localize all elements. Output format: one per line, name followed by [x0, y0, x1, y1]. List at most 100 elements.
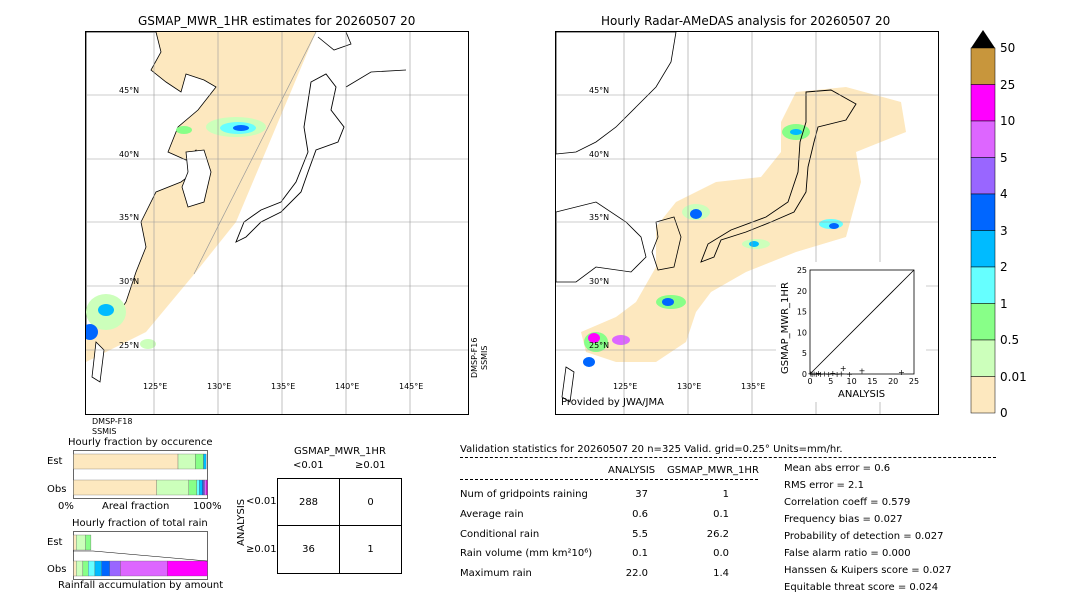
colorbar-swatch: [970, 266, 996, 304]
total-rain-bars: [73, 531, 208, 580]
colorbar-label: 0: [1000, 406, 1008, 420]
scatter-xlabel: ANALYSIS: [838, 389, 886, 400]
scatter-point: +: [811, 370, 818, 379]
scatter-ytick: 25: [797, 266, 807, 275]
validation-subdivider: [460, 479, 758, 480]
stat-label: Rain volume (mm km²10⁶): [460, 548, 593, 559]
left-map: [85, 31, 469, 415]
left-lat-label: 30°N: [119, 277, 140, 286]
occurrence-bars: [73, 450, 208, 499]
colorbar-swatch: [970, 47, 996, 85]
colorbar-label: 2: [1000, 260, 1008, 274]
rain-patch: [790, 129, 802, 135]
scatter-xtick: 0: [807, 377, 812, 386]
stat-gsmap-value: 0.0: [713, 548, 729, 559]
stat-label: Maximum rain: [460, 568, 532, 579]
colorbar-label: 50: [1000, 41, 1016, 55]
left-lat-label: 25°N: [119, 341, 140, 350]
bar-segment: [203, 479, 205, 496]
colorbar-swatches: [970, 30, 996, 414]
contingency-cell-b: 0: [339, 478, 402, 526]
bar-segment: [73, 560, 77, 577]
total-rain-row-est: Est: [47, 537, 63, 548]
validation-col-gsmap: GSMAP_MWR_1HR: [667, 465, 759, 476]
validation-divider: [460, 457, 996, 458]
contingency-row-ge: ≥0.01: [246, 544, 277, 555]
occurrence-tick-left: 0%: [58, 501, 74, 512]
stat-gsmap-value: 1: [722, 489, 729, 500]
kuril-coast: [345, 69, 407, 88]
scatter-point: +: [821, 370, 828, 379]
score-line: Hanssen & Kuipers score = 0.027: [784, 565, 952, 576]
scatter-point: +: [846, 370, 853, 379]
left-lon-label: 145°E: [399, 382, 424, 391]
taiwan-coast: [91, 341, 105, 383]
rain-patch: [583, 357, 595, 367]
sensor-label: SSMIS: [92, 427, 117, 436]
left-lon-label: 130°E: [207, 382, 232, 391]
scatter-point: +: [830, 369, 837, 378]
bar-segment: [85, 534, 92, 551]
sensor-label: DMSP-F18: [92, 417, 133, 426]
colorbar-label: 5: [1000, 150, 1008, 165]
validation-header: Validation statistics for 20260507 20 n=…: [460, 444, 843, 455]
japan-coast: [700, 89, 857, 263]
left-lat-label: 35°N: [119, 213, 140, 222]
stat-label: Conditional rain: [460, 529, 540, 540]
total-rain-xlabel: Rainfall accumulation by amount: [58, 580, 224, 591]
colorbar-swatch: [970, 303, 996, 341]
colorbar-label: 10: [1000, 114, 1016, 128]
bar-segment: [188, 479, 197, 496]
stat-analysis-value: 5.5: [632, 529, 648, 540]
colorbar-label: 0.5: [1000, 333, 1020, 347]
bar-segment: [203, 453, 207, 470]
bar-segment: [82, 560, 89, 577]
contingency-col-ge: ≥0.01: [355, 460, 386, 471]
occurrence-title: Hourly fraction by occurence: [68, 437, 213, 448]
scatter-point: +: [898, 368, 905, 377]
scatter-point: +: [807, 370, 814, 379]
korea-coast: [651, 216, 682, 271]
bar-segment: [73, 453, 179, 470]
occurrence-xlabel: Areal fraction: [102, 501, 170, 512]
rain-patch: [86, 324, 98, 340]
rain-patch: [829, 223, 839, 229]
rain-patch: [690, 209, 702, 219]
rain-patch: [233, 125, 249, 131]
right-map-title: Hourly Radar-AMeDAS analysis for 2026050…: [601, 14, 891, 28]
stat-label: Num of gridpoints raining: [460, 489, 588, 500]
score-line: Correlation coeff = 0.579: [784, 497, 911, 508]
taiwan-coast: [561, 366, 575, 403]
right-map: [555, 31, 939, 415]
left-map-grid: [86, 32, 468, 414]
scatter-ytick: 10: [797, 328, 807, 337]
bar-segment: [156, 479, 189, 496]
right-lat-label: 35°N: [589, 213, 610, 222]
score-line: Frequency bias = 0.027: [784, 514, 903, 525]
rain-patch: [749, 241, 759, 247]
colorbar-label: 3: [1000, 223, 1008, 238]
total-rain-row-obs: Obs: [47, 564, 67, 575]
stat-label: Average rain: [460, 509, 524, 520]
colorbar-swatch: [970, 193, 996, 231]
scatter-point: +: [859, 367, 866, 376]
provider-credit: Provided by JWA/JMA: [561, 397, 664, 408]
stat-analysis-value: 0.1: [632, 548, 648, 559]
right-lat-label: 45°N: [589, 86, 610, 95]
rain-patch: [588, 333, 600, 343]
stat-analysis-value: 22.0: [625, 568, 648, 579]
scatter-point: +: [813, 370, 820, 379]
left-map-canvas: [86, 32, 468, 414]
scatter-xtick: 25: [909, 377, 919, 386]
bar-segment: [88, 560, 96, 577]
right-lat-label: 40°N: [589, 150, 610, 159]
bar-segment: [76, 534, 86, 551]
left-map-title: GSMAP_MWR_1HR estimates for 20260507 20: [138, 14, 416, 28]
colorbar-swatch: [970, 339, 996, 377]
mainland-coast: [556, 32, 677, 155]
contingency-cell-d: 1: [339, 525, 402, 574]
stat-analysis-value: 0.6: [632, 509, 648, 520]
bar-segment: [76, 560, 84, 577]
scatter-point: +: [834, 370, 841, 379]
